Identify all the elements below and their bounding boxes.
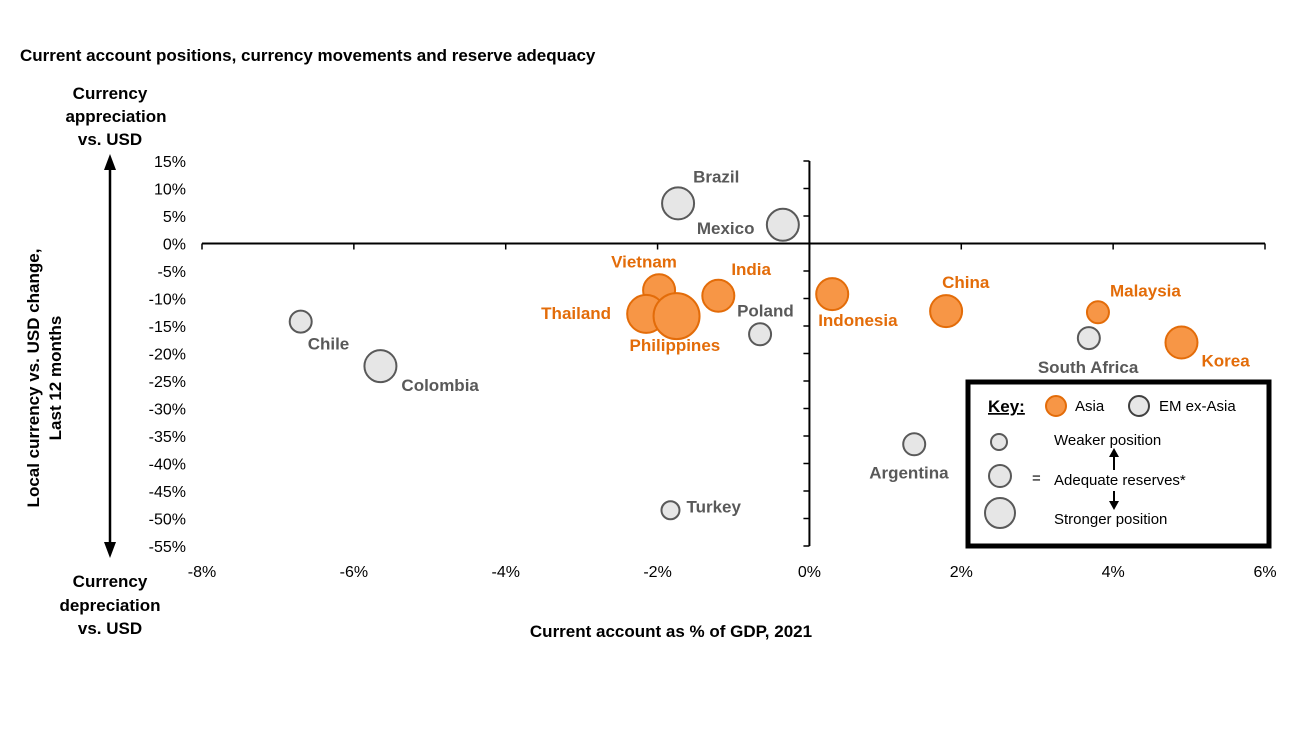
label-mexico: Mexico bbox=[697, 219, 755, 238]
point-south-africa bbox=[1076, 326, 1101, 351]
label-colombia: Colombia bbox=[401, 376, 479, 395]
label-philippines: Philippines bbox=[630, 336, 721, 355]
legend-equals: = bbox=[1032, 470, 1041, 487]
y-tick-label: -25% bbox=[149, 374, 186, 391]
label-south-africa: South Africa bbox=[1038, 358, 1139, 377]
legend-em-marker bbox=[1128, 395, 1150, 417]
point-argentina bbox=[902, 432, 927, 457]
top-note-line-3: vs. USD bbox=[78, 130, 142, 149]
x-tick-labels: -8% -6% -4% -2% 0% 2% 4% 6% bbox=[188, 564, 1277, 581]
x-tick-label: 0% bbox=[798, 564, 821, 581]
point-philippines bbox=[652, 292, 701, 341]
y-tick-label: -30% bbox=[149, 402, 186, 419]
legend-asia-label: Asia bbox=[1075, 398, 1105, 415]
x-tick-label: -4% bbox=[491, 564, 519, 581]
chart-title: Current account positions, currency move… bbox=[20, 46, 596, 65]
legend-adequate: Adequate reserves* bbox=[1054, 472, 1186, 489]
x-tick-label: -6% bbox=[340, 564, 368, 581]
x-axis-title: Current account as % of GDP, 2021 bbox=[530, 622, 812, 641]
legend-heading: Key: bbox=[988, 397, 1025, 416]
x-tick-label: 2% bbox=[950, 564, 973, 581]
y-tick-label: 5% bbox=[163, 209, 186, 226]
y-axis-title: Local currency vs. USD change, Last 12 m… bbox=[24, 249, 65, 508]
label-malaysia: Malaysia bbox=[1110, 281, 1181, 300]
x-tick-label: -8% bbox=[188, 564, 216, 581]
legend-stronger: Stronger position bbox=[1054, 511, 1167, 528]
point-turkey bbox=[660, 500, 681, 521]
legend-weaker: Weaker position bbox=[1054, 432, 1161, 449]
label-india: India bbox=[731, 260, 771, 279]
legend: Key: Asia EM ex-Asia Weaker position = A… bbox=[965, 379, 1272, 549]
top-note-line-2: appreciation bbox=[65, 107, 166, 126]
y-tick-labels: 15% 10% 5% 0% -5% -10% -15% -20% -25% -30% -35% -40… bbox=[149, 154, 186, 556]
y-tick-label: -10% bbox=[149, 292, 186, 309]
y-tick-label: 15% bbox=[154, 154, 186, 171]
bottom-note-line-1: Currency bbox=[73, 572, 148, 591]
y-tick-label: -35% bbox=[149, 429, 186, 446]
label-korea: Korea bbox=[1201, 352, 1250, 371]
data-points bbox=[288, 186, 1199, 521]
point-malaysia bbox=[1085, 300, 1110, 325]
x-tick-label: 4% bbox=[1102, 564, 1125, 581]
legend-size-medium bbox=[988, 464, 1012, 488]
label-argentina: Argentina bbox=[869, 463, 949, 482]
label-turkey: Turkey bbox=[686, 497, 741, 516]
label-indonesia: Indonesia bbox=[818, 311, 898, 330]
point-poland bbox=[748, 322, 773, 347]
point-indonesia bbox=[815, 277, 850, 312]
legend-arrow-down bbox=[1109, 491, 1119, 510]
point-mexico bbox=[765, 207, 800, 242]
y-tick-label: -20% bbox=[149, 347, 186, 364]
y-tick-label: 0% bbox=[163, 237, 186, 254]
legend-em-label: EM ex-Asia bbox=[1159, 398, 1236, 415]
y-tick-label: -40% bbox=[149, 457, 186, 474]
point-brazil bbox=[661, 186, 696, 221]
point-labels: Vietnam India Thailand Philippines Indonesia… bbox=[308, 167, 1251, 516]
direction-arrow bbox=[104, 154, 116, 558]
y-axis-title-line-2: Last 12 months bbox=[46, 316, 65, 441]
top-note-line-1: Currency bbox=[73, 84, 148, 103]
point-chile bbox=[288, 309, 313, 334]
point-china bbox=[929, 294, 964, 329]
axes-group bbox=[201, 160, 1266, 547]
legend-size-large bbox=[984, 497, 1016, 529]
bottom-note-line-2: depreciation bbox=[59, 596, 160, 615]
label-chile: Chile bbox=[308, 335, 350, 354]
legend-arrow-up bbox=[1109, 448, 1119, 470]
point-korea bbox=[1164, 325, 1199, 360]
x-tick-label: 6% bbox=[1253, 564, 1276, 581]
y-axis-title-line-1: Local currency vs. USD change, bbox=[24, 249, 43, 508]
y-tick-label: -15% bbox=[149, 319, 186, 336]
label-vietnam: Vietnam bbox=[611, 252, 677, 271]
y-tick-label: -50% bbox=[149, 512, 186, 529]
y-tick-label: 10% bbox=[154, 182, 186, 199]
point-colombia bbox=[363, 349, 398, 384]
legend-asia-marker bbox=[1045, 395, 1067, 417]
y-tick-label: -45% bbox=[149, 484, 186, 501]
x-tick-label: -2% bbox=[643, 564, 671, 581]
y-tick-label: -5% bbox=[158, 264, 186, 281]
label-china: China bbox=[942, 273, 990, 292]
label-thailand: Thailand bbox=[541, 304, 611, 323]
label-poland: Poland bbox=[737, 301, 794, 320]
point-india bbox=[701, 278, 736, 313]
label-brazil: Brazil bbox=[693, 167, 739, 186]
legend-size-small bbox=[990, 433, 1008, 451]
y-tick-label: -55% bbox=[149, 539, 186, 556]
bottom-note-line-3: vs. USD bbox=[78, 619, 142, 638]
legend-box bbox=[965, 379, 1272, 549]
